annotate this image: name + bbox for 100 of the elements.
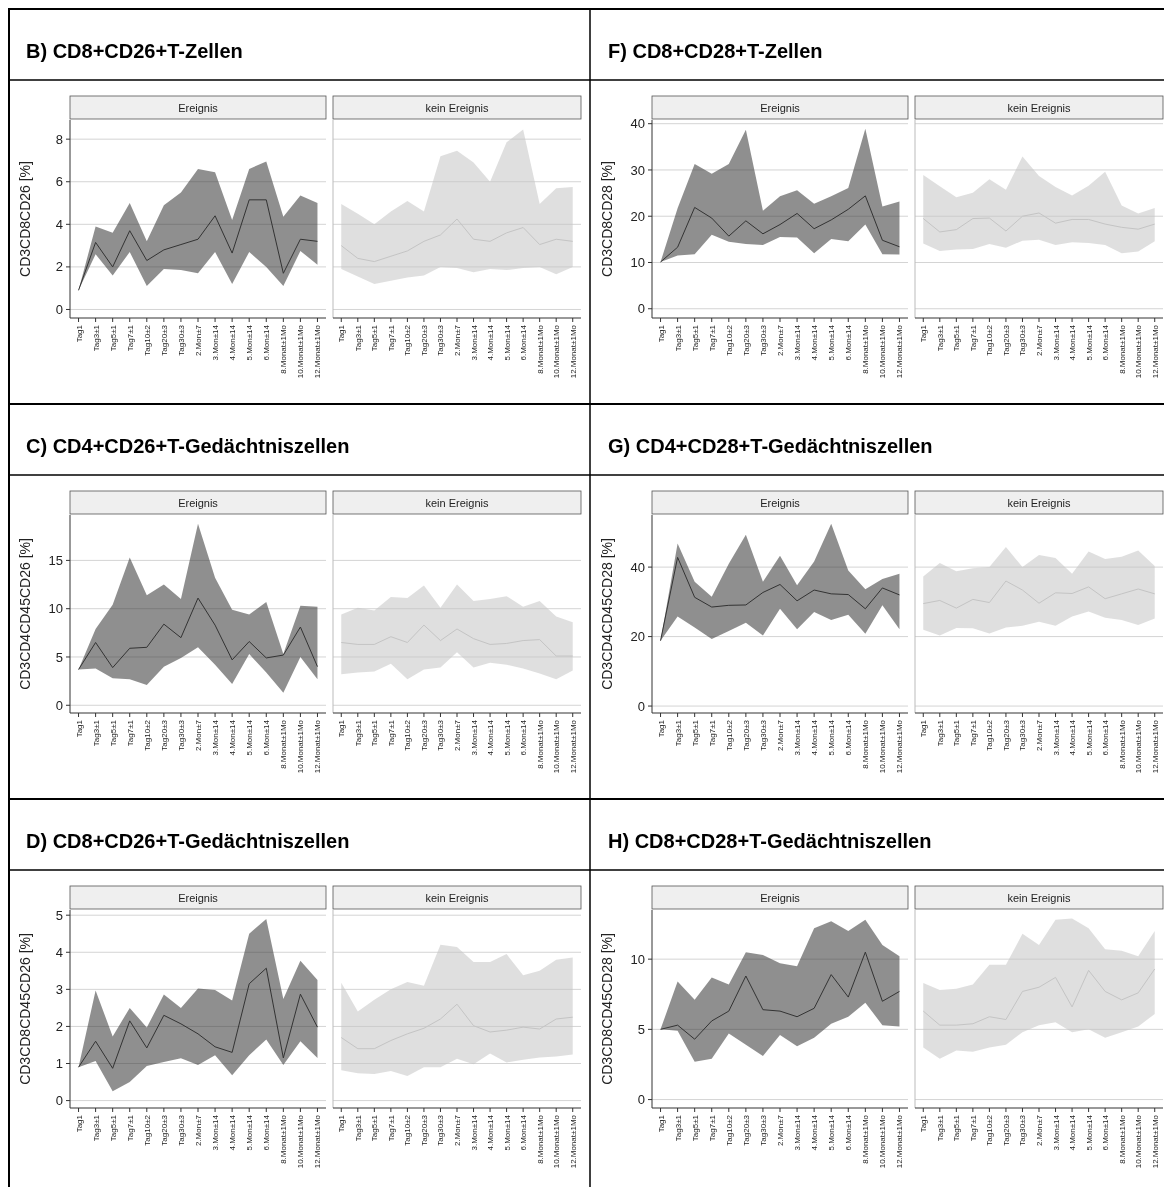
x-tick-label: 3.Mon±14 bbox=[1051, 324, 1061, 361]
x-tick-label: 10.Monat±1Mo bbox=[552, 719, 562, 774]
y-tick-label: 0 bbox=[55, 697, 63, 713]
x-tick-label: Tag7±1 bbox=[386, 1114, 396, 1142]
x-tick-label: Tag1 bbox=[919, 1114, 929, 1133]
x-tick-label: 3.Mon±14 bbox=[211, 324, 221, 361]
x-tick-label: 5.Mon±14 bbox=[502, 1114, 512, 1151]
y-tick-label: 8 bbox=[55, 131, 63, 147]
x-tick-label: 3.Mon±14 bbox=[793, 719, 803, 756]
x-tick-label: 2.Mon±7 bbox=[453, 324, 462, 357]
x-tick-label: Tag30±3 bbox=[1018, 324, 1028, 356]
x-tick-label: Tag20±3 bbox=[741, 324, 751, 356]
line-series bbox=[78, 199, 318, 291]
x-tick-label: Tag30±3 bbox=[1018, 1114, 1028, 1146]
x-tick-label: Tag3±1 bbox=[935, 1114, 945, 1142]
x-tick-label: Tag7±1 bbox=[968, 324, 978, 352]
y-tick-label: 10 bbox=[48, 601, 63, 617]
x-tick-label: Tag10±2 bbox=[985, 719, 995, 751]
x-tick-label: Tag1 bbox=[74, 1114, 84, 1133]
x-tick-label: Tag10±2 bbox=[403, 1114, 413, 1146]
x-tick-label: 3.Mon±14 bbox=[1051, 719, 1061, 756]
x-tick-label: 6.Mon±14 bbox=[844, 719, 854, 756]
x-tick-label: Tag30±3 bbox=[176, 719, 186, 751]
x-tick-label: Tag10±2 bbox=[724, 324, 734, 356]
y-tick-label: 5 bbox=[55, 649, 63, 665]
chart-subtitle: kein Ereignis bbox=[425, 892, 489, 904]
x-tick-label: 10.Monat±1Mo bbox=[296, 1114, 306, 1169]
x-tick-label: 12.Monat±1Mo bbox=[568, 1114, 578, 1169]
x-tick-label: 4.Mon±14 bbox=[228, 324, 238, 361]
x-tick-label: Tag5±1 bbox=[952, 324, 962, 352]
x-tick-label: Tag1 bbox=[656, 1114, 666, 1133]
x-tick-label: Tag7±1 bbox=[125, 719, 135, 747]
x-tick-label: Tag3±1 bbox=[91, 719, 101, 747]
x-tick-label: Tag20±3 bbox=[1001, 1114, 1011, 1146]
x-tick-label: 6.Mon±14 bbox=[844, 324, 854, 361]
x-tick-label: Tag5±1 bbox=[952, 1114, 962, 1142]
x-tick-label: 2.Mon±7 bbox=[194, 324, 203, 357]
x-tick-label: Tag7±1 bbox=[968, 1114, 978, 1142]
x-tick-label: 4.Mon±14 bbox=[810, 324, 820, 361]
x-tick-label: 4.Mon±14 bbox=[1068, 324, 1078, 361]
x-tick-label: Tag10±2 bbox=[985, 324, 995, 356]
y-tick-label: 20 bbox=[630, 629, 645, 645]
x-tick-label: 3.Mon±14 bbox=[469, 324, 479, 361]
x-tick-label: 5.Mon±14 bbox=[245, 1114, 255, 1151]
chart-subtitle: Ereignis bbox=[760, 102, 801, 114]
x-tick-label: Tag20±3 bbox=[741, 1114, 751, 1146]
x-tick-label: 3.Mon±14 bbox=[211, 1114, 221, 1151]
x-tick-label: 4.Mon±14 bbox=[1068, 1114, 1078, 1151]
x-tick-label: 2.Mon±7 bbox=[776, 719, 785, 752]
y-axis-title: CD3CD8CD28 [%] bbox=[599, 161, 615, 277]
y-tick-label: 20 bbox=[630, 208, 645, 224]
chart-subtitle: Ereignis bbox=[178, 102, 219, 114]
x-tick-label: 5.Mon±14 bbox=[827, 719, 837, 756]
x-tick-label: 6.Mon±14 bbox=[519, 719, 529, 756]
x-tick-label: Tag1 bbox=[919, 324, 929, 343]
x-tick-label: Tag7±1 bbox=[125, 1114, 135, 1142]
x-tick-label: Tag30±3 bbox=[176, 1114, 186, 1146]
chart-subtitle: Ereignis bbox=[760, 497, 801, 509]
x-tick-label: 4.Mon±14 bbox=[810, 719, 820, 756]
x-tick-label: Tag7±1 bbox=[125, 324, 135, 352]
x-tick-label: Tag1 bbox=[337, 719, 347, 738]
y-tick-label: 10 bbox=[630, 255, 645, 271]
chart-subtitle: Ereignis bbox=[178, 892, 219, 904]
x-tick-label: Tag1 bbox=[337, 324, 347, 343]
x-tick-label: Tag30±3 bbox=[1018, 719, 1028, 751]
x-tick-label: Tag10±2 bbox=[142, 1114, 152, 1146]
line-series bbox=[78, 967, 318, 1069]
x-tick-label: 5.Mon±14 bbox=[502, 719, 512, 756]
x-tick-label: 6.Mon±14 bbox=[1101, 324, 1111, 361]
x-tick-label: 12.Monat±1Mo bbox=[313, 324, 323, 379]
x-tick-label: Tag10±2 bbox=[724, 1114, 734, 1146]
y-tick-label: 4 bbox=[55, 944, 63, 960]
chart-title: G) CD4+CD28+T-Gedächtniszellen bbox=[608, 435, 933, 457]
x-tick-label: 10.Monat±1Mo bbox=[1134, 324, 1144, 379]
x-tick-label: Tag3±1 bbox=[673, 719, 683, 747]
y-tick-label: 0 bbox=[637, 301, 645, 317]
x-tick-label: 12.Monat±1Mo bbox=[313, 1114, 323, 1169]
x-tick-label: Tag3±1 bbox=[673, 1114, 683, 1142]
line-series bbox=[660, 195, 900, 263]
x-tick-label: 2.Mon±7 bbox=[1035, 324, 1044, 357]
x-tick-label: Tag3±1 bbox=[91, 324, 101, 352]
y-tick-label: 15 bbox=[48, 552, 63, 568]
chart-subtitle: kein Ereignis bbox=[1007, 102, 1071, 114]
x-tick-label: Tag10±2 bbox=[724, 719, 734, 751]
x-tick-label: Tag20±3 bbox=[159, 324, 169, 356]
x-tick-label: 5.Mon±14 bbox=[502, 324, 512, 361]
x-tick-label: 12.Monat±1Mo bbox=[1150, 1114, 1160, 1169]
x-tick-label: 12.Monat±1Mo bbox=[895, 719, 905, 774]
x-tick-label: Tag1 bbox=[656, 719, 666, 738]
x-tick-label: 6.Mon±14 bbox=[519, 1114, 529, 1151]
x-tick-label: 10.Monat±1Mo bbox=[552, 1114, 562, 1169]
x-tick-label: 12.Monat±1Mo bbox=[895, 324, 905, 379]
x-tick-label: 2.Mon±7 bbox=[776, 324, 785, 357]
x-tick-label: 8.Monat±1Mo bbox=[861, 719, 871, 769]
x-tick-label: Tag3±1 bbox=[673, 324, 683, 352]
x-tick-label: Tag20±3 bbox=[419, 324, 429, 356]
y-tick-label: 10 bbox=[630, 951, 645, 967]
x-tick-label: Tag10±2 bbox=[985, 1114, 995, 1146]
x-tick-label: Tag3±1 bbox=[91, 1114, 101, 1142]
y-tick-label: 1 bbox=[55, 1056, 63, 1072]
